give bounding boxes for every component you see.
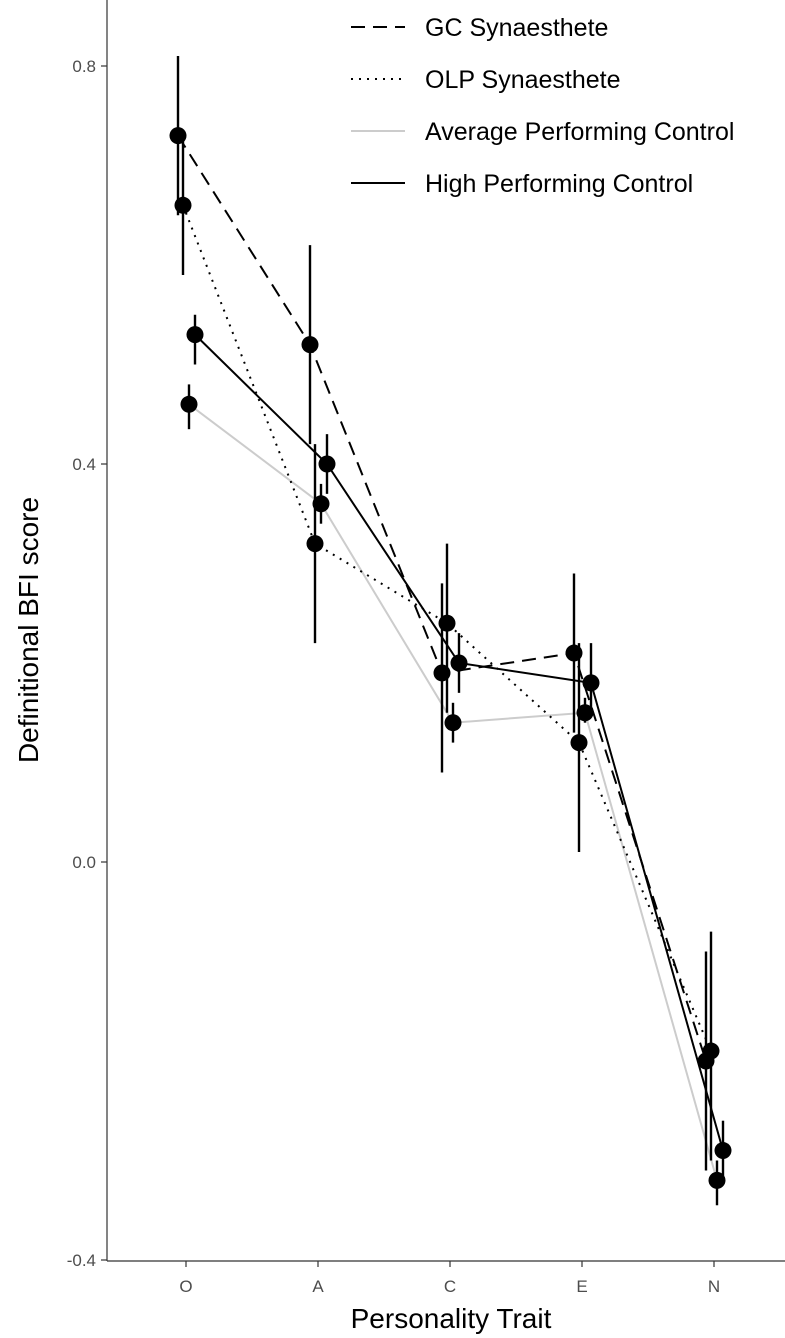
data-point-olp-synaesthete [702, 1042, 720, 1060]
plot-points [169, 127, 732, 1189]
legend-label-high-performing-control: High Performing Control [425, 170, 693, 198]
series-line-high-performing-control [194, 333, 724, 1151]
data-point-average-performing-control [576, 704, 594, 722]
data-point-average-performing-control [444, 714, 462, 732]
data-point-olp-synaesthete [306, 535, 324, 553]
data-point-olp-synaesthete [174, 196, 192, 214]
data-point-average-performing-control [180, 395, 198, 413]
y-axis: -0.4 0.0 0.4 0.8 [67, 0, 108, 1270]
y-tick-label: 0.8 [72, 57, 96, 76]
series-line-average-performing-control [188, 403, 718, 1181]
data-point-high-performing-control [318, 455, 336, 473]
x-tick-label: A [312, 1277, 324, 1296]
x-tick-label: O [179, 1277, 192, 1296]
data-point-high-performing-control [714, 1142, 732, 1160]
legend-label-olp-synaesthete: OLP Synaesthete [425, 66, 621, 94]
data-point-gc-synaesthete [301, 336, 319, 354]
plot-lines [177, 135, 724, 1181]
data-point-average-performing-control [312, 495, 330, 513]
data-point-high-performing-control [450, 654, 468, 672]
legend-label-gc-synaesthete: GC Synaesthete [425, 14, 608, 42]
data-point-high-performing-control [186, 326, 204, 344]
x-tick-label: N [708, 1277, 720, 1296]
x-tick-label: E [576, 1277, 587, 1296]
x-tick-label: C [444, 1277, 456, 1296]
data-point-high-performing-control [582, 674, 600, 692]
y-axis-title: Definitional BFI score [13, 497, 44, 763]
data-point-olp-synaesthete [438, 614, 456, 632]
data-point-gc-synaesthete [565, 644, 583, 662]
data-point-olp-synaesthete [570, 734, 588, 752]
y-tick-label: 0.4 [72, 455, 96, 474]
y-tick-label: 0.0 [72, 853, 96, 872]
legend: GC Synaesthete OLP Synaesthete Average Per… [351, 14, 734, 198]
plot-errorbars [176, 56, 725, 1206]
legend-label-average-performing-control: Average Performing Control [425, 118, 734, 146]
data-point-gc-synaesthete [433, 664, 451, 682]
data-point-average-performing-control [708, 1171, 726, 1189]
x-axis-title: Personality Trait [351, 1303, 552, 1334]
y-tick-label: -0.4 [67, 1251, 96, 1270]
data-point-gc-synaesthete [169, 127, 187, 145]
